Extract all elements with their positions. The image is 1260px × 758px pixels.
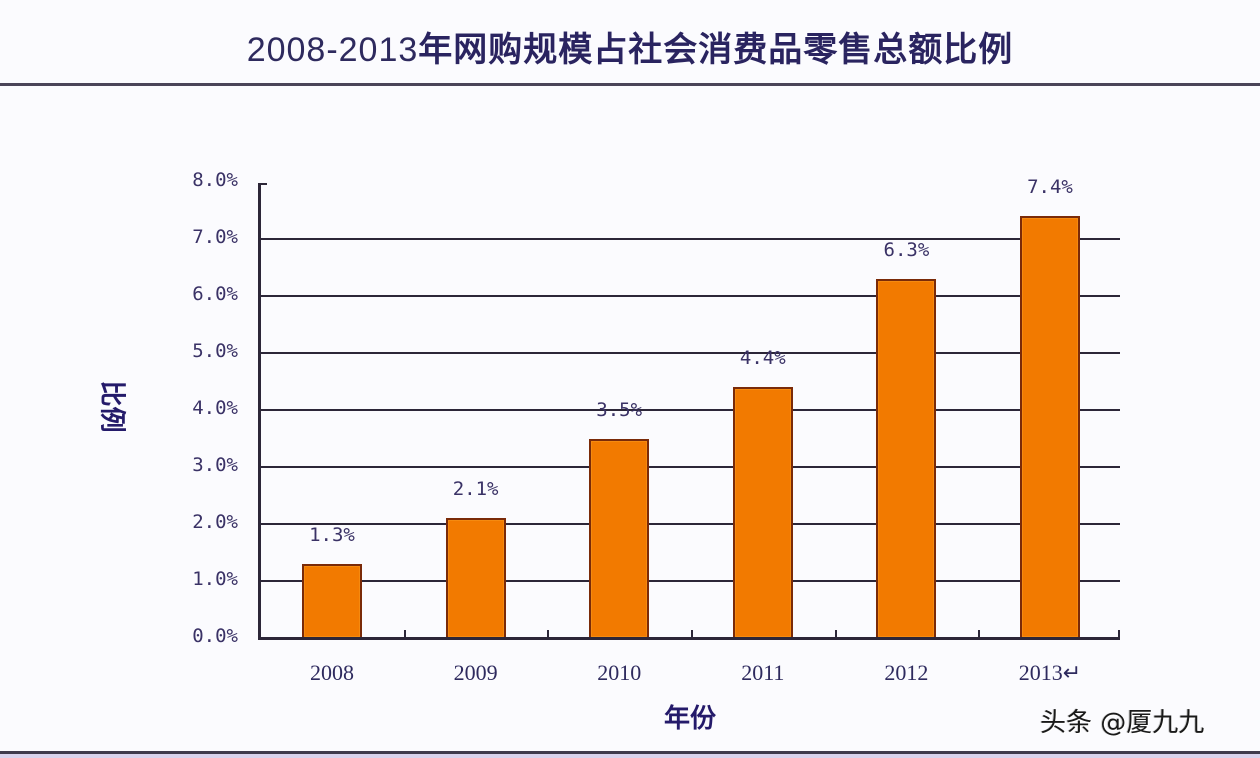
bar-value-label: 4.4% [739, 347, 786, 370]
bar-2010 [589, 438, 650, 639]
y-tick-label: 2.0% [192, 511, 238, 533]
bar-value-label: 3.5% [596, 398, 643, 421]
x-axis-tick [691, 630, 693, 638]
chart-title-text: 年网购规模占社会消费品零售总额比例 [418, 30, 1014, 70]
bottom-divider [0, 751, 1260, 754]
y-axis-title: 比例 [96, 380, 127, 433]
x-axis-tick [547, 630, 550, 638]
x-axis-tick [978, 630, 981, 638]
x-tick-label: 2013↵ [1018, 660, 1082, 685]
x-axis-tick [403, 630, 406, 638]
chart-title-years: 2008-2013 [246, 31, 419, 69]
y-tick-label: 3.0% [192, 454, 238, 476]
gridline [259, 580, 1120, 582]
bar-value-label: 7.4% [1027, 176, 1073, 199]
x-tick-label: 2011 [741, 660, 785, 685]
y-tick-label: 8.0% [192, 169, 238, 191]
bar-2009 [445, 518, 506, 639]
gridline [259, 238, 1120, 240]
x-tick-label: 2010 [597, 660, 642, 685]
x-axis [259, 637, 1120, 640]
y-tick-label: 6.0% [192, 283, 238, 305]
title-divider [0, 83, 1260, 86]
bar-2008 [302, 563, 362, 639]
gridline [259, 295, 1120, 297]
gridline [259, 523, 1120, 525]
bar-2011 [732, 387, 793, 639]
x-axis-tick [1118, 630, 1120, 638]
gridline [259, 409, 1120, 411]
watermark: 头条 @厦九九 [1040, 708, 1205, 738]
x-axis-tick [834, 630, 837, 638]
y-axis-top-tick [259, 183, 267, 185]
bar-2013 [1020, 216, 1080, 639]
x-axis-title: 年份 [663, 704, 716, 734]
bar-value-label: 6.3% [883, 238, 930, 261]
y-tick-label: 0.0% [192, 625, 238, 647]
y-tick-label: 7.0% [192, 226, 238, 248]
bar-value-label: 2.1% [452, 478, 499, 501]
gridline [259, 352, 1120, 354]
chart-title: 2008-2013年网购规模占社会消费品零售总额比例 [0, 22, 1260, 71]
bottom-band [0, 754, 1260, 758]
y-tick-label: 4.0% [192, 397, 238, 419]
bar-value-label: 1.3% [309, 523, 355, 546]
y-tick-label: 1.0% [192, 568, 238, 590]
x-tick-label: 2009 [453, 660, 498, 685]
y-tick-label: 5.0% [192, 340, 238, 362]
y-axis [258, 183, 261, 640]
gridline [259, 466, 1120, 468]
x-tick-label: 2012 [884, 660, 929, 685]
bar-2012 [876, 278, 937, 639]
x-tick-label: 2008 [310, 660, 354, 685]
